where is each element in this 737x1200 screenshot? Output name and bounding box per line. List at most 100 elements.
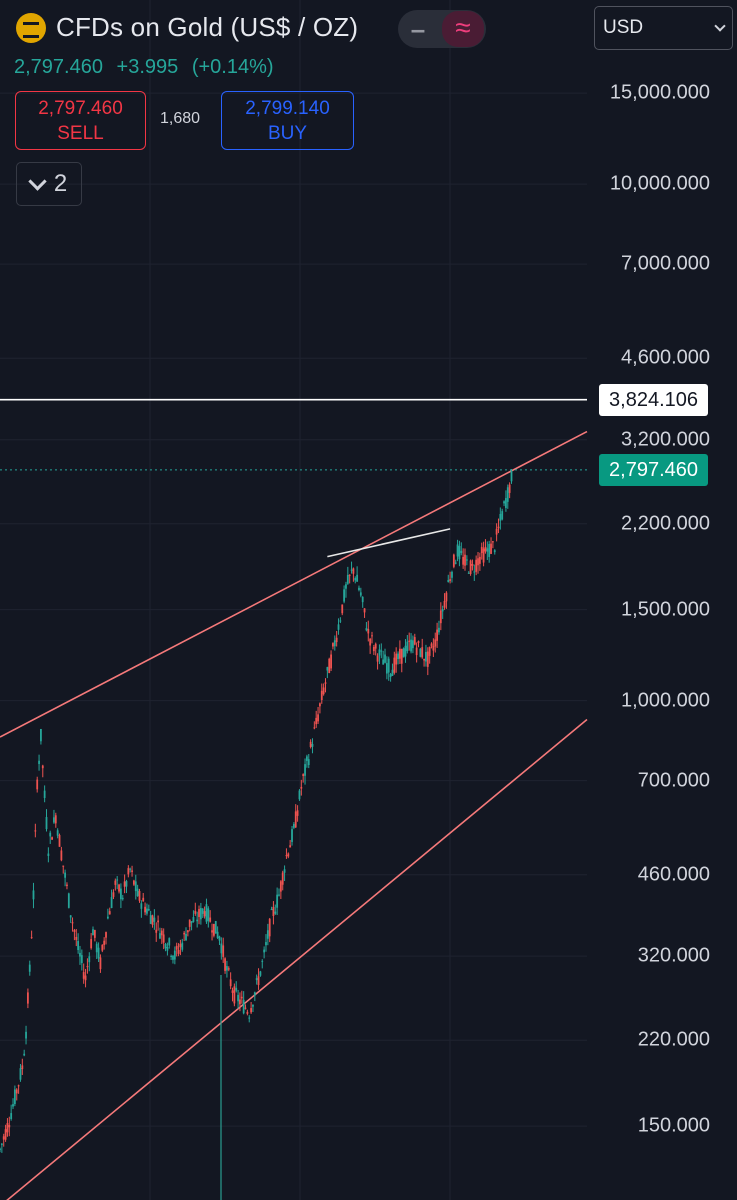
sell-button[interactable]: 2,797.460 SELL	[15, 91, 146, 150]
candle-body	[226, 966, 228, 971]
candle-body	[164, 943, 167, 949]
candle-body	[501, 511, 504, 520]
line-mode-icon[interactable]: –	[410, 13, 426, 44]
candle-body	[179, 943, 182, 948]
price-change-pct: (+0.14%)	[191, 56, 274, 78]
candle-body	[103, 940, 106, 945]
candle-body	[233, 986, 236, 1004]
candle-body	[69, 915, 72, 918]
candle-body	[363, 608, 366, 613]
candle-body	[279, 881, 282, 892]
chart-mode-toggle[interactable]: – ≈	[398, 10, 486, 48]
candle-body	[488, 543, 491, 557]
candle-body	[307, 759, 310, 766]
current-price-tag: 2,797.460	[599, 453, 708, 486]
candle-body	[4, 1129, 7, 1140]
candle-body	[484, 546, 487, 552]
axis-tick-label: 150.000	[637, 1114, 710, 1137]
candle-body	[86, 966, 89, 968]
candle-body	[166, 946, 169, 951]
chart-grid	[0, 0, 587, 1200]
candle-body	[129, 868, 132, 870]
currency-value: USD	[603, 17, 644, 38]
candle-body	[222, 945, 225, 957]
candle-body	[430, 643, 433, 647]
candle-body	[151, 915, 154, 925]
candle-body	[93, 930, 96, 938]
candle-body	[311, 743, 314, 747]
candle-body	[449, 579, 452, 581]
candle-body	[168, 938, 171, 946]
candle-body	[10, 1113, 13, 1119]
candle-body	[367, 629, 370, 634]
candle-body	[259, 971, 262, 976]
sell-price: 2,797.460	[38, 98, 123, 119]
candle-body	[408, 640, 411, 642]
candle-body	[211, 930, 213, 933]
candle-body	[123, 881, 126, 887]
candle-body	[30, 937, 33, 939]
candle-body	[378, 649, 381, 656]
candle-body	[371, 635, 373, 637]
axis-tick-label: 1,000.000	[621, 689, 710, 712]
candle-body	[34, 830, 37, 832]
candle-body	[506, 487, 509, 502]
candle-body	[358, 587, 360, 591]
wave-mode-icon[interactable]: ≈	[442, 11, 484, 47]
candles	[0, 469, 513, 1200]
candle-body	[240, 996, 243, 999]
candle-body	[313, 727, 316, 729]
gold-logo-icon	[16, 12, 46, 43]
candle-body	[330, 654, 332, 669]
axis-tick-label: 7,000.000	[621, 252, 710, 275]
candle-body	[270, 909, 273, 911]
buy-button[interactable]: 2,799.140 BUY	[221, 91, 354, 150]
axis-tick-label: 3,200.000	[621, 428, 710, 451]
candle-body	[213, 923, 215, 936]
candle-body	[372, 646, 375, 652]
currency-select[interactable]: USD	[594, 6, 733, 50]
candle-body	[384, 654, 386, 663]
candle-body	[218, 936, 221, 941]
candle-body	[497, 526, 500, 529]
candle-body	[73, 930, 76, 932]
candle-body	[421, 647, 424, 658]
candle-body	[147, 908, 150, 911]
candle-body	[343, 589, 345, 602]
candle-body	[116, 879, 119, 881]
candle-body	[374, 643, 377, 649]
candle-body	[464, 554, 466, 566]
candle-body	[43, 790, 46, 799]
candle-body	[157, 920, 159, 923]
candle-body	[214, 921, 217, 934]
candle-body	[298, 790, 301, 800]
candle-body	[120, 888, 122, 900]
candle-body	[142, 897, 145, 902]
candle-body	[146, 908, 148, 914]
candle-body	[40, 728, 42, 742]
candle-body	[118, 884, 120, 892]
candle-body	[192, 917, 195, 922]
candle-body	[322, 687, 325, 695]
candle-body	[400, 648, 403, 664]
candle-body	[385, 663, 388, 674]
candle-body	[255, 978, 258, 981]
candle-body	[149, 914, 152, 924]
candle-body	[62, 865, 65, 867]
candle-body	[88, 956, 91, 963]
candle-body	[369, 638, 372, 646]
candle-body	[186, 930, 189, 933]
candle-body	[183, 932, 186, 935]
candle-body	[438, 627, 440, 633]
indicators-toggle-button[interactable]: 2	[16, 162, 82, 206]
candle-body	[170, 955, 173, 958]
channel-lines	[0, 398, 588, 1200]
symbol-title[interactable]: CFDs on Gold (US$ / OZ)	[56, 12, 359, 42]
candle-body	[75, 937, 78, 940]
candle-body	[359, 592, 362, 596]
axis-tick-label: 700.000	[637, 769, 710, 792]
sell-label: SELL	[57, 123, 104, 144]
candle-body	[397, 653, 399, 660]
candle-body	[477, 558, 479, 566]
